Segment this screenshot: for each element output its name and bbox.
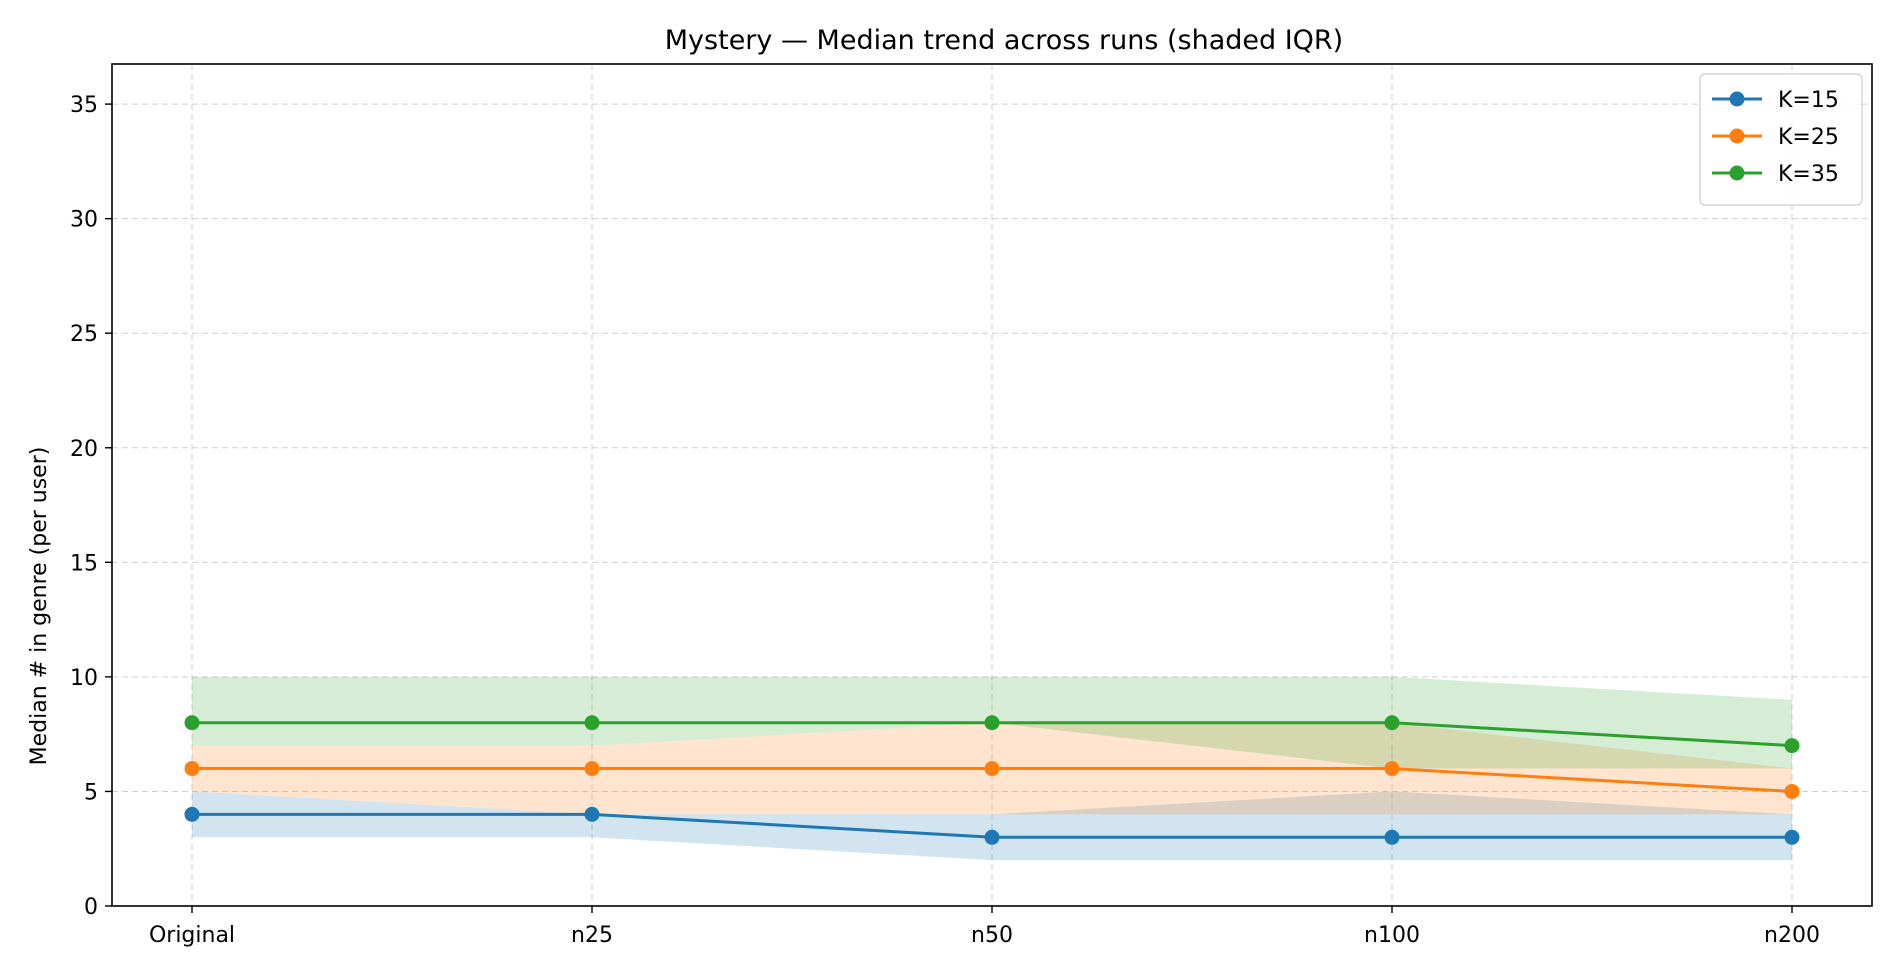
y-tick-label: 0 (84, 895, 98, 920)
legend-label: K=15 (1778, 88, 1839, 113)
chart-title: Mystery — Median trend across runs (shad… (665, 25, 1343, 56)
data-point-K=25 (184, 761, 200, 777)
data-point-K=35 (184, 715, 200, 731)
grid (112, 64, 1872, 907)
data-point-K=15 (1784, 829, 1800, 845)
data-point-K=25 (1784, 783, 1800, 799)
y-tick-label: 25 (70, 322, 98, 347)
legend: K=15 K=25 K=35 (1699, 73, 1863, 206)
legend-swatch-marker (1729, 91, 1745, 107)
data-point-K=35 (1384, 715, 1400, 731)
y-tick-label: 5 (84, 780, 98, 805)
x-tick-label: n200 (1764, 923, 1820, 948)
data-point-K=25 (1384, 761, 1400, 777)
x-tick-label: Original (149, 923, 235, 948)
y-axis-label: Median # in genre (per user) (27, 447, 52, 766)
y-tick-label: 20 (70, 437, 98, 462)
data-points (184, 715, 1800, 845)
y-tick-label: 10 (70, 666, 98, 691)
x-tick-label: n25 (571, 923, 613, 948)
data-point-K=35 (584, 715, 600, 731)
data-point-K=35 (984, 715, 1000, 731)
legend-swatch-marker (1729, 128, 1745, 144)
legend-label: K=35 (1778, 162, 1839, 187)
x-tick-label: n100 (1364, 923, 1420, 948)
axis-ticks: 0 5 10 15 20 25 30 35 Original n25 n50 n100 n200 (70, 93, 1820, 948)
data-point-K=25 (984, 761, 1000, 777)
y-tick-label: 30 (70, 208, 98, 233)
data-point-K=15 (184, 806, 200, 822)
data-point-K=15 (584, 806, 600, 822)
data-point-K=25 (584, 761, 600, 777)
y-tick-label: 35 (70, 93, 98, 118)
legend-swatch-marker (1729, 165, 1745, 181)
iqr-band-K=35 (192, 676, 1792, 769)
y-tick-label: 15 (70, 551, 98, 576)
data-point-K=15 (1384, 829, 1400, 845)
data-point-K=35 (1784, 738, 1800, 754)
legend-label: K=25 (1778, 125, 1839, 150)
x-tick-label: n50 (971, 923, 1013, 948)
data-point-K=15 (984, 829, 1000, 845)
